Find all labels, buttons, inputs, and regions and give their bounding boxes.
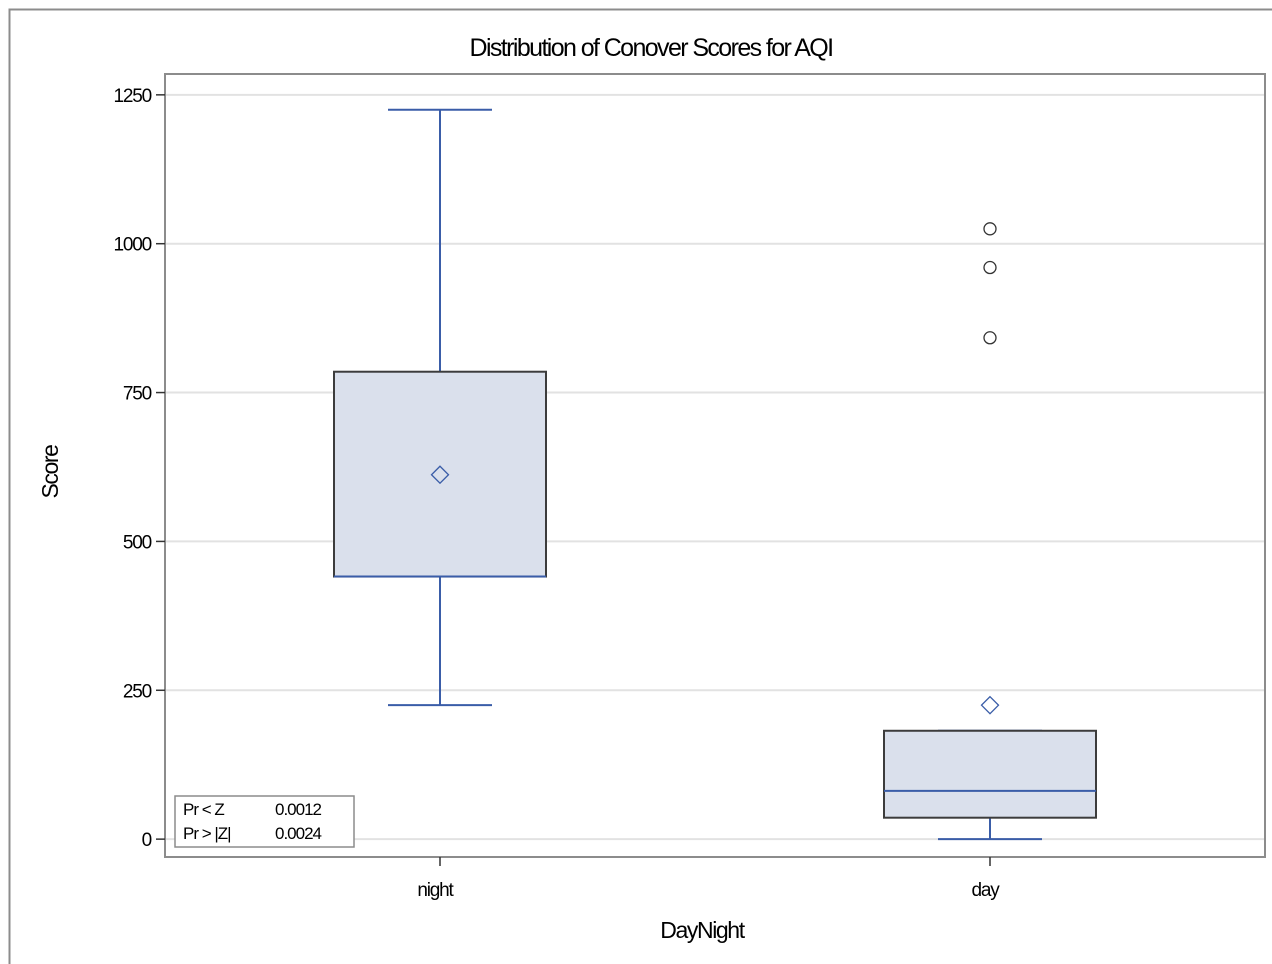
y-axis: 0 250 500 750 1000 1250 [114,86,165,851]
x-axis: night day [417,857,1001,901]
box-night [333,370,547,578]
box-group-night [333,108,547,707]
y-tick-label: 750 [123,384,152,405]
inset-row-value: 0.0024 [275,824,322,843]
chart-title: Distribution of Conover Scores for AQI [470,34,833,62]
y-tick-label: 1000 [114,235,152,256]
plot-area-frame [164,73,1266,858]
y-tick-label: 500 [123,532,152,553]
x-axis-label: DayNight [660,917,745,943]
box-day [883,729,1097,819]
y-tick-label: 250 [123,681,152,702]
y-tick-label: 1250 [114,86,152,107]
box-group-day [883,222,1097,841]
y-tick-label: 0 [142,830,152,851]
outlier-point [983,222,997,236]
statistics-inset: Pr < Z 0.0012 Pr > |Z| 0.0024 [174,795,355,848]
figure-border [8,8,1272,964]
inset-row-label: Pr < Z [183,800,224,819]
inset-frame [174,795,355,848]
grid-lines [165,93,1265,841]
mean-marker [980,695,1000,715]
box-layer [333,108,1097,841]
outlier-point [983,260,997,275]
x-tick-label: day [971,880,1000,901]
mean-marker [430,465,450,485]
x-tick-label: night [417,880,454,901]
y-axis-label: Score [37,445,63,499]
inset-row-label: Pr > |Z| [183,824,231,843]
outlier-point [983,331,997,345]
inset-row-value: 0.0012 [275,800,322,819]
